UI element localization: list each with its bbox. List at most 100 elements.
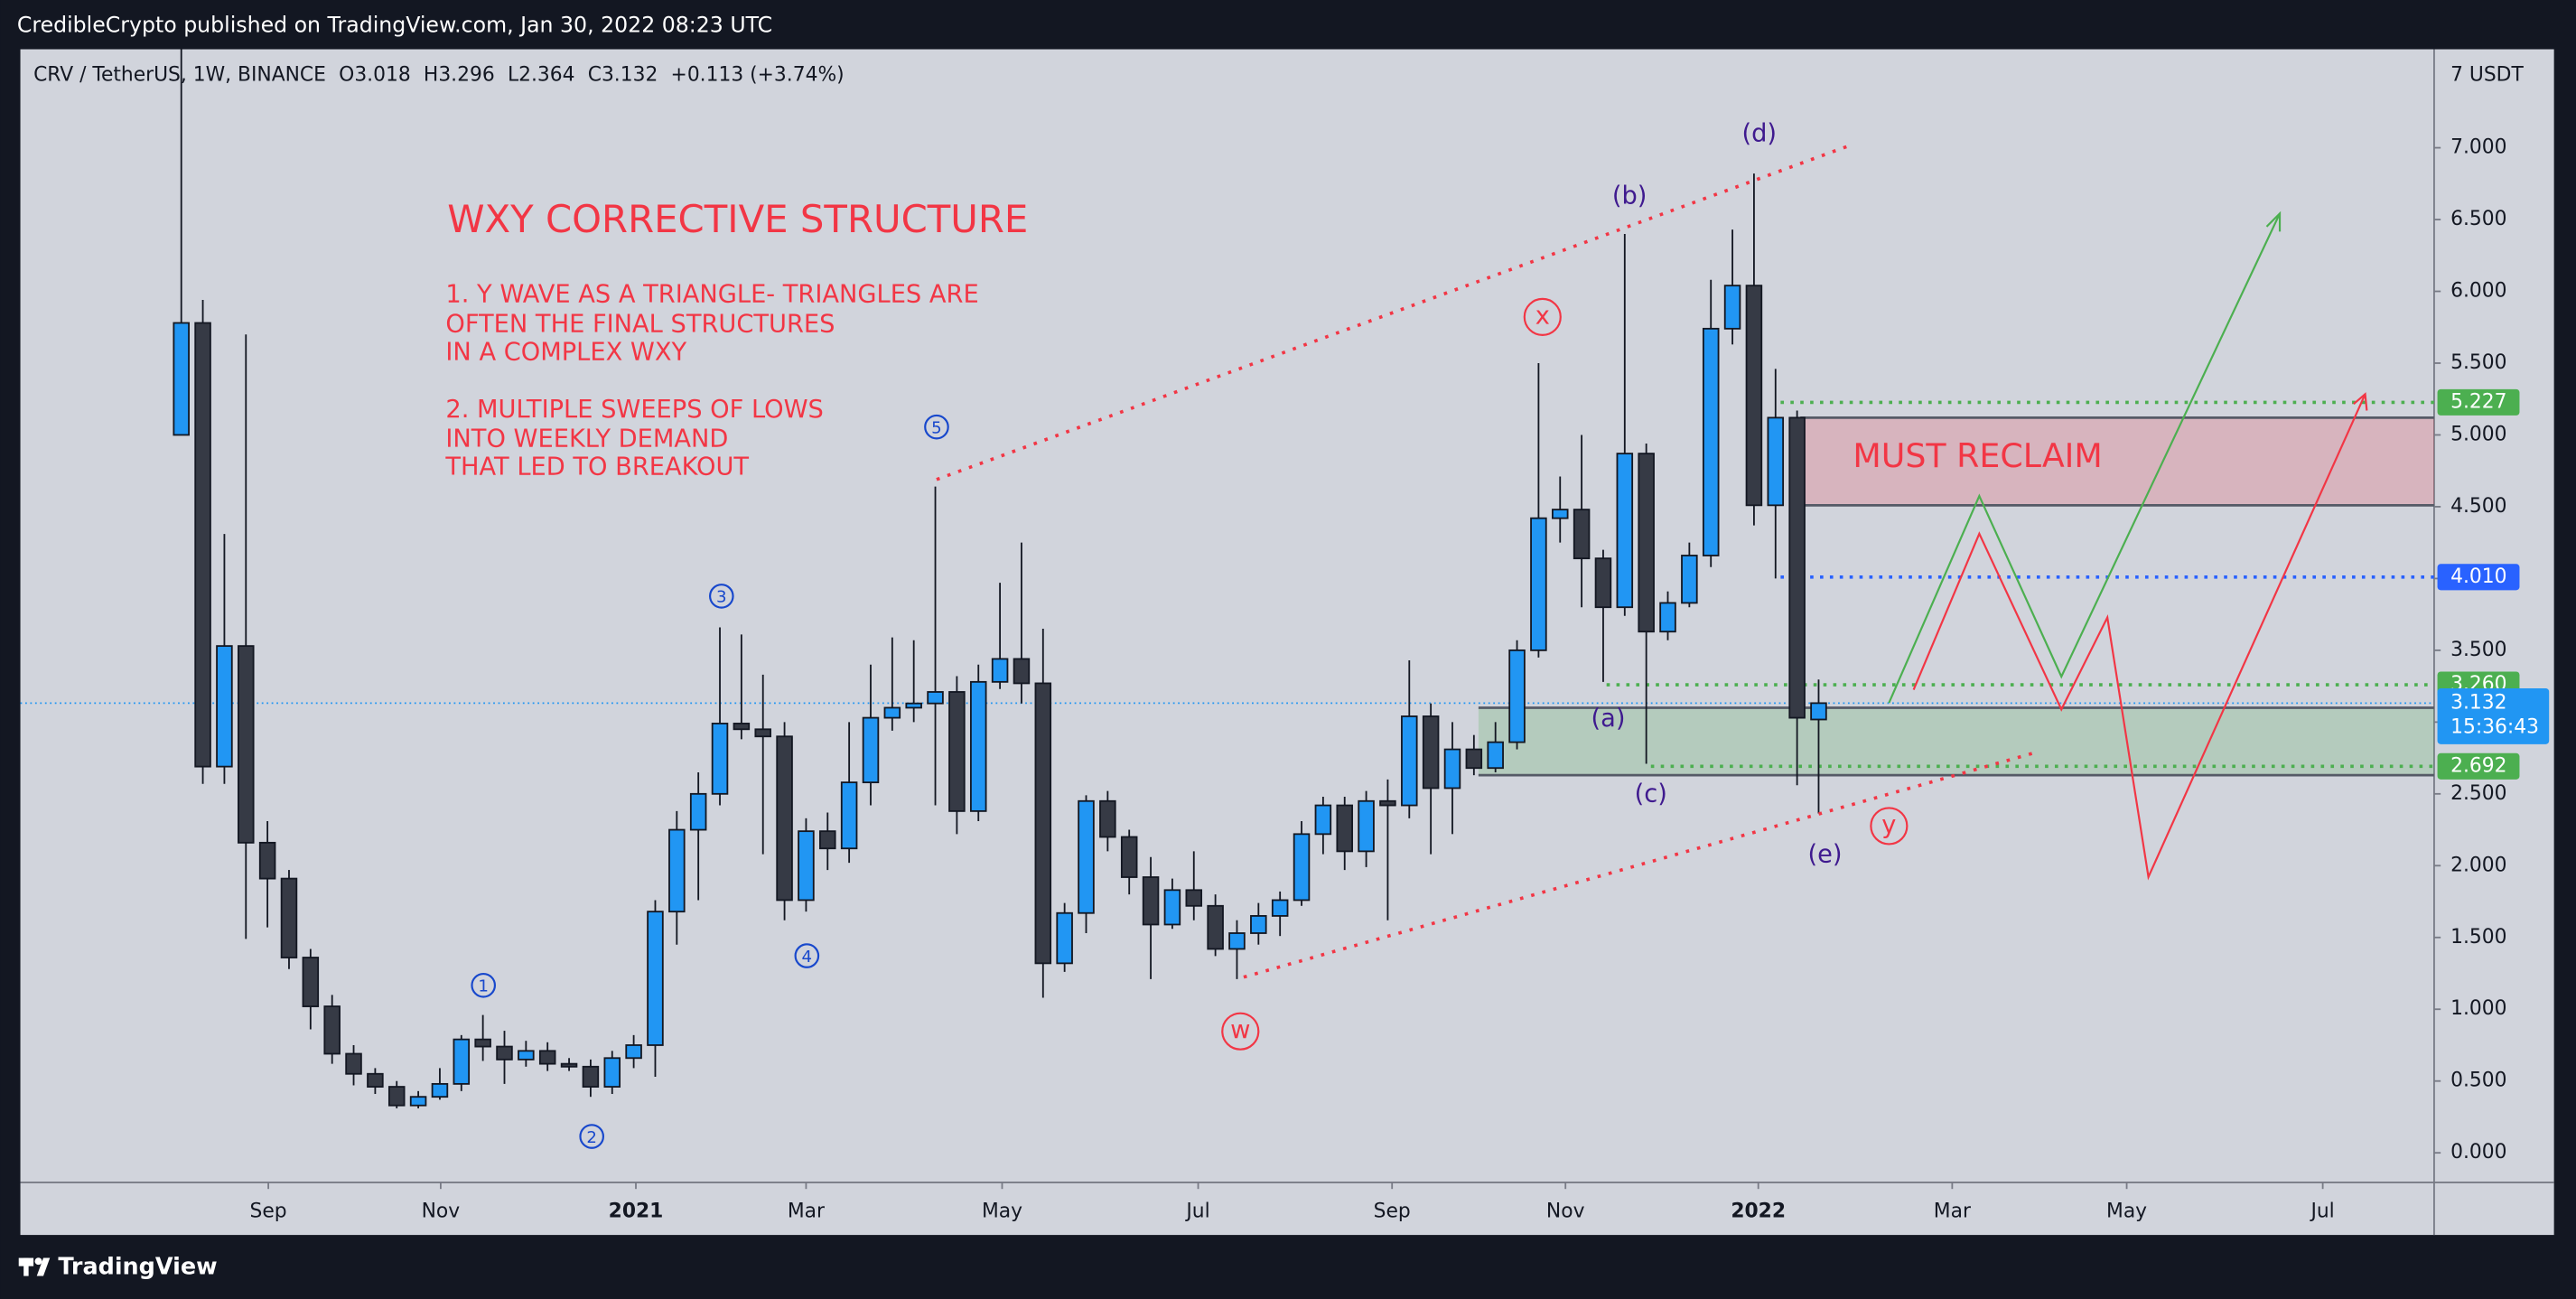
arrow-head xyxy=(2265,210,2282,232)
legend-open-label: O xyxy=(339,64,354,87)
logo-mark xyxy=(34,1257,42,1266)
candle-body xyxy=(582,1065,600,1088)
publisher: CredibleCrypto published on TradingView.… xyxy=(17,13,772,38)
candle-body xyxy=(1465,748,1483,770)
candle-body xyxy=(1594,557,1612,609)
candle-body xyxy=(948,691,966,812)
candle-body xyxy=(862,716,880,784)
logo: TradingView xyxy=(18,1253,218,1280)
x-tick-label: 2021 xyxy=(609,1201,664,1223)
wave-label: (c) xyxy=(1635,780,1667,808)
y-tick-label: 2.500 xyxy=(2450,782,2506,805)
zone xyxy=(1478,707,2434,776)
candle-body xyxy=(1293,833,1311,902)
candle-body xyxy=(798,830,815,902)
overlay: MUST RECLAIM WXY CORRECTIVE STRUCTURE 1. Y… xyxy=(444,120,2368,1149)
candle-body xyxy=(538,1050,556,1065)
candle-body xyxy=(905,702,922,709)
wave-circle xyxy=(1870,807,1909,846)
candle-body xyxy=(1702,327,1720,556)
zone xyxy=(1800,417,2434,506)
wave-label: 2 xyxy=(586,1128,597,1147)
candle-body xyxy=(1767,416,1785,507)
wave-circle xyxy=(1221,1012,1260,1051)
candle-body xyxy=(1207,904,1224,950)
wave-label: w xyxy=(1230,1016,1250,1044)
price-tag xyxy=(2437,752,2520,780)
candle-body xyxy=(560,1062,578,1068)
legend-change: +0.113 (+3.74%) xyxy=(671,64,845,87)
candle-body xyxy=(173,322,190,436)
candle-body xyxy=(1788,416,1806,719)
legend-low: 2.364 xyxy=(518,64,574,87)
y-tick-label: 7.000 xyxy=(2450,136,2506,159)
logo-mark xyxy=(23,1257,29,1276)
candle-body xyxy=(1551,509,1569,519)
y-tick-label: 4.500 xyxy=(2450,495,2506,518)
wave-label: 4 xyxy=(802,948,813,967)
candle-body xyxy=(733,723,751,731)
candle-body xyxy=(1573,509,1591,560)
candle-body xyxy=(194,322,211,768)
price-tag-label: 2.692 xyxy=(2450,754,2506,777)
candle-body xyxy=(345,1052,362,1075)
candle-body xyxy=(367,1072,384,1088)
candle-body xyxy=(754,728,771,738)
candle-body xyxy=(603,1057,621,1088)
candle-body xyxy=(776,735,793,902)
chart-pane xyxy=(20,49,2554,1236)
wave-label: (a) xyxy=(1591,705,1626,733)
y-tick-label: 0.000 xyxy=(2450,1141,2506,1163)
candle-body xyxy=(1487,741,1504,770)
zone-label: MUST RECLAIM xyxy=(1853,436,2102,475)
candle-body xyxy=(625,1044,642,1060)
candle-body xyxy=(302,957,320,1007)
x-tick-label: 2022 xyxy=(1731,1201,1786,1223)
candle-body xyxy=(969,680,987,812)
candle-body xyxy=(1638,453,1655,633)
candle-body xyxy=(518,1050,535,1061)
candle-body xyxy=(1250,915,1267,934)
legend-high: 3.296 xyxy=(438,64,494,87)
candle-body xyxy=(1723,285,1741,330)
x-tick-label: Nov xyxy=(422,1201,461,1223)
annotation-note: IN A COMPLEX WXY xyxy=(445,338,686,366)
brand: TradingView xyxy=(58,1253,217,1280)
candle-body xyxy=(991,658,1009,683)
candle-body xyxy=(431,1082,449,1098)
wave-label: (b) xyxy=(1612,182,1647,210)
candle-body xyxy=(1508,649,1526,743)
x-tick-label: Mar xyxy=(1934,1201,1971,1223)
legend-open: 3.018 xyxy=(354,64,410,87)
arrow-head xyxy=(2353,392,2368,411)
x-tick-label: Sep xyxy=(250,1201,287,1223)
candle-body xyxy=(216,645,233,768)
candle-body xyxy=(1013,658,1031,685)
y-tick-label: 2.000 xyxy=(2450,854,2506,876)
candle-body xyxy=(323,1005,341,1055)
y-tick-label: 5.000 xyxy=(2450,423,2506,445)
candle-body xyxy=(387,1086,406,1107)
legend-close-label: C xyxy=(588,64,602,87)
candle-body xyxy=(1810,702,1827,721)
candle-body xyxy=(1314,804,1332,836)
x-tick-label: May xyxy=(2106,1201,2147,1223)
wave-label: (d) xyxy=(1741,120,1777,148)
candle-body xyxy=(1336,804,1353,853)
x-tick-label: Jul xyxy=(2309,1201,2334,1223)
candle-body xyxy=(1078,799,1095,914)
x-tick-label: May xyxy=(982,1201,1022,1223)
legend-high-label: H xyxy=(424,64,438,87)
wave-label: (e) xyxy=(1807,841,1842,869)
candle-body xyxy=(689,792,707,831)
candle-body xyxy=(927,691,944,705)
candle-body xyxy=(474,1038,491,1048)
candle-body xyxy=(1530,517,1547,651)
bearish-path xyxy=(1912,393,2366,881)
candle-body xyxy=(1142,876,1160,926)
candle-body xyxy=(1659,602,1676,633)
candle-body xyxy=(668,828,686,913)
wave-circle xyxy=(471,972,497,998)
candle-body xyxy=(1056,911,1073,965)
